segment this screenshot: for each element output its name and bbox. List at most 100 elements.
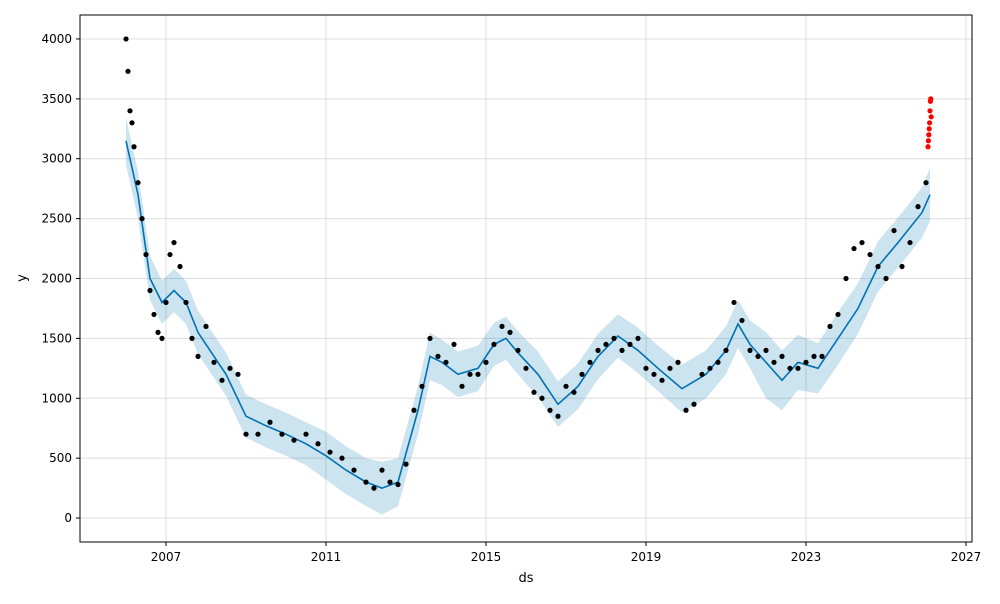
observed-point xyxy=(883,275,889,282)
observed-point xyxy=(411,407,417,413)
x-tick-label: 2027 xyxy=(951,550,982,564)
observed-point xyxy=(851,245,857,252)
observed-point xyxy=(803,359,809,365)
observed-point xyxy=(915,204,921,210)
observed-point xyxy=(835,311,841,318)
observed-point xyxy=(419,383,425,389)
observed-point xyxy=(499,323,505,330)
observed-point xyxy=(635,335,641,341)
forecast-line-layer xyxy=(125,140,931,489)
observed-point xyxy=(491,341,497,347)
observed-point xyxy=(151,311,157,318)
observed-point xyxy=(675,359,681,365)
observed-point xyxy=(819,353,825,359)
observed-point xyxy=(827,323,833,330)
observed-point xyxy=(627,341,633,347)
observed-point xyxy=(147,287,153,294)
observed-point xyxy=(451,341,457,347)
observed-point xyxy=(131,144,137,150)
observed-point xyxy=(219,377,225,383)
anomaly-point xyxy=(928,114,934,120)
observed-point xyxy=(387,479,393,485)
observed-points-layer xyxy=(123,36,929,491)
anomaly-point xyxy=(927,108,933,114)
anomaly-points-layer xyxy=(925,96,934,150)
observed-point xyxy=(587,359,593,365)
observed-point xyxy=(159,335,165,341)
y-tick-label: 3000 xyxy=(41,152,72,166)
observed-point xyxy=(315,441,321,447)
y-axis-label: y xyxy=(15,274,30,282)
observed-point xyxy=(731,299,737,306)
observed-point xyxy=(643,365,649,371)
observed-point xyxy=(539,395,545,401)
x-tick-label: 2007 xyxy=(151,550,182,564)
observed-point xyxy=(135,180,141,186)
observed-point xyxy=(443,359,449,365)
observed-point xyxy=(339,455,345,461)
observed-point xyxy=(923,180,929,186)
observed-point xyxy=(691,401,697,407)
observed-point xyxy=(129,120,135,126)
observed-point xyxy=(435,353,441,359)
y-tick-label: 2000 xyxy=(41,272,72,286)
y-tick-label: 0 xyxy=(64,511,72,525)
observed-point xyxy=(891,227,897,234)
x-axis-label: ds xyxy=(518,571,533,586)
anomaly-point xyxy=(927,120,933,126)
observed-point xyxy=(811,353,817,359)
observed-point xyxy=(507,329,513,335)
observed-point xyxy=(787,365,793,371)
observed-point xyxy=(467,371,473,377)
observed-point xyxy=(771,359,777,365)
grid-layer xyxy=(80,15,972,542)
observed-point xyxy=(867,251,873,258)
y-tick-label: 1000 xyxy=(41,391,72,405)
anomaly-point xyxy=(926,132,932,138)
observed-point xyxy=(371,485,377,491)
observed-point xyxy=(167,251,173,258)
forecast-line xyxy=(125,140,931,489)
observed-point xyxy=(619,347,625,353)
x-tick-label: 2019 xyxy=(631,550,662,564)
observed-point xyxy=(125,68,131,74)
anomaly-point xyxy=(925,144,931,150)
observed-point xyxy=(427,335,433,341)
observed-point xyxy=(211,359,217,365)
observed-point xyxy=(459,383,465,389)
observed-point xyxy=(155,329,161,335)
y-tick-label: 4000 xyxy=(41,32,72,46)
observed-point xyxy=(715,359,721,365)
observed-point xyxy=(327,449,333,455)
y-axis-ticks: 0 500 1000 1500 2000 2500 3000 3500 4000 xyxy=(41,32,80,525)
observed-point xyxy=(723,347,729,353)
observed-point xyxy=(763,347,769,353)
observed-point xyxy=(779,353,785,359)
observed-point xyxy=(379,467,385,473)
observed-point xyxy=(563,383,569,389)
y-tick-label: 3500 xyxy=(41,92,72,106)
observed-point xyxy=(683,407,689,413)
observed-point xyxy=(603,341,609,347)
observed-point xyxy=(755,353,761,359)
observed-point xyxy=(235,371,241,377)
observed-point xyxy=(611,335,617,341)
observed-point xyxy=(659,377,665,383)
observed-point xyxy=(303,431,309,437)
observed-point xyxy=(123,36,129,42)
observed-point xyxy=(255,431,261,437)
observed-point xyxy=(667,365,673,371)
observed-point xyxy=(651,371,657,377)
observed-point xyxy=(547,407,553,413)
observed-point xyxy=(707,365,713,371)
observed-point xyxy=(203,323,209,330)
y-tick-label: 1500 xyxy=(41,331,72,345)
observed-point xyxy=(227,365,233,371)
observed-point xyxy=(843,275,849,282)
anomaly-point xyxy=(925,138,932,144)
observed-point xyxy=(523,365,529,371)
observed-point xyxy=(795,365,801,371)
observed-point xyxy=(571,389,577,395)
